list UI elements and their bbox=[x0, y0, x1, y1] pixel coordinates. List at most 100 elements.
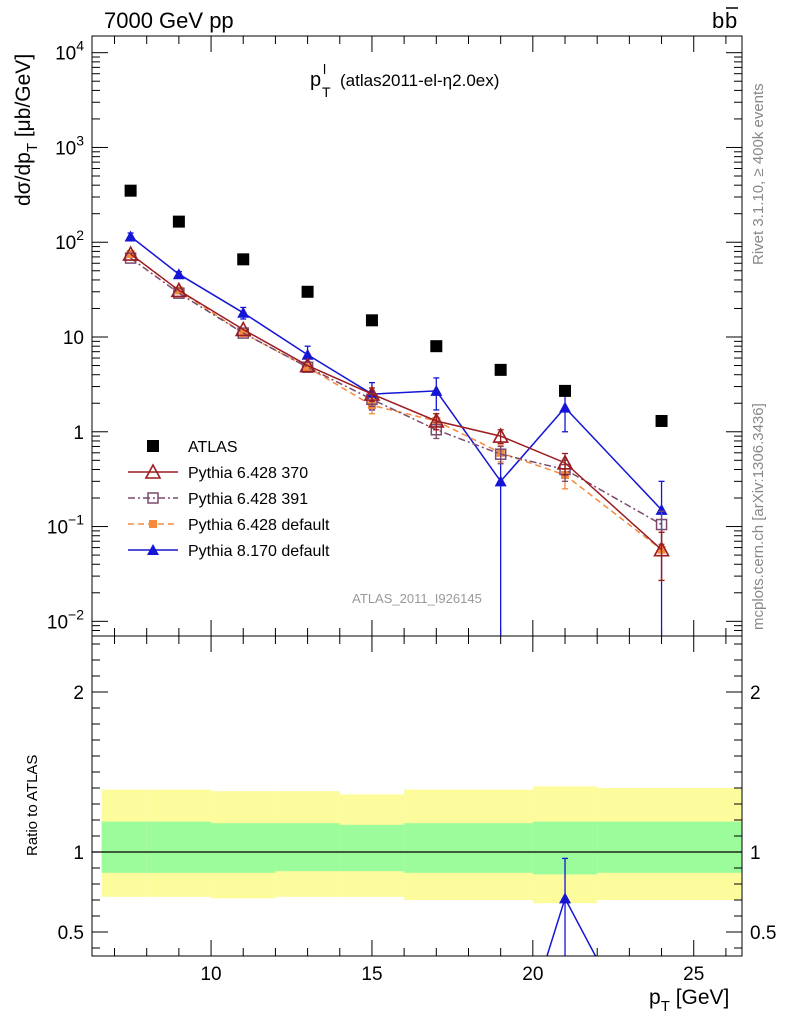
marker-shape bbox=[301, 285, 314, 298]
marker-shape bbox=[234, 320, 252, 337]
y-tick-label: 104 bbox=[55, 38, 84, 65]
legend-label: Pythia 6.428 391 bbox=[188, 491, 308, 508]
marker-shape bbox=[122, 245, 139, 261]
marker-shape bbox=[170, 281, 188, 298]
data-point bbox=[172, 268, 185, 280]
main-plot-series bbox=[122, 184, 670, 636]
data-point bbox=[124, 230, 137, 242]
x-tick-label: 10 bbox=[200, 964, 221, 985]
series-atlas bbox=[124, 184, 668, 427]
data-point bbox=[427, 412, 445, 428]
marker-shape bbox=[655, 518, 668, 531]
y-tick-label: 103 bbox=[55, 132, 84, 159]
legend-entry-py6_370: Pythia 6.428 370 bbox=[128, 463, 308, 482]
marker-shape bbox=[147, 492, 159, 504]
x-axis-label-unit: [GeV] bbox=[670, 986, 730, 1009]
x-axis-label-main: p bbox=[649, 986, 661, 1009]
data-point bbox=[655, 503, 668, 515]
marker-shape bbox=[430, 384, 443, 396]
process-label: b b bbox=[712, 7, 738, 33]
legend-entry-py8_default: Pythia 8.170 default bbox=[128, 543, 330, 560]
data-point bbox=[655, 414, 668, 427]
ratio-point bbox=[559, 892, 572, 904]
y-tick-label: 10−1 bbox=[47, 512, 84, 539]
marker-shape bbox=[559, 384, 572, 397]
legend-label: Pythia 8.170 default bbox=[188, 543, 330, 560]
marker-shape bbox=[237, 306, 250, 318]
data-point bbox=[559, 384, 572, 397]
data-point bbox=[655, 518, 668, 531]
data-point bbox=[172, 215, 185, 228]
legend-marker bbox=[147, 440, 159, 452]
ratio-uncertainty-bands bbox=[101, 786, 742, 904]
title-suffix: (atlas2011-el-η2.0ex) bbox=[340, 71, 499, 90]
marker-shape bbox=[494, 448, 507, 460]
marker-shape bbox=[299, 356, 316, 373]
marker-shape bbox=[492, 427, 510, 443]
marker-shape bbox=[494, 475, 507, 487]
marker-shape bbox=[655, 503, 668, 515]
y-axis-label-sub: T bbox=[24, 143, 41, 152]
ratio-y-tick-label-left: 2 bbox=[73, 683, 84, 704]
marker-shape bbox=[556, 454, 574, 470]
band-inner bbox=[211, 823, 276, 873]
band-inner bbox=[597, 821, 742, 873]
ratio-y-tick-label-right: 1 bbox=[750, 843, 761, 864]
y-tick-label: 1 bbox=[73, 423, 84, 444]
title-main: p bbox=[310, 69, 321, 91]
marker-shape bbox=[124, 230, 137, 242]
legend: ATLAS Pythia 6.428 370 Pythia 6.428 391 Pyt… bbox=[128, 439, 330, 560]
svg-text:dσ/dpT [μb/GeV]: dσ/dpT [μb/GeV] bbox=[12, 54, 41, 206]
data-point bbox=[363, 385, 381, 401]
marker-shape bbox=[172, 215, 185, 228]
marker-shape bbox=[653, 540, 670, 557]
y-tick-label: 10 bbox=[63, 328, 84, 349]
band-inner bbox=[339, 824, 405, 872]
band-inner bbox=[468, 823, 533, 873]
data-point bbox=[124, 184, 137, 197]
y-axis-label-part2: [μb/GeV] bbox=[12, 54, 35, 143]
legend-marker bbox=[147, 492, 159, 504]
legend-marker bbox=[144, 463, 162, 479]
data-point bbox=[494, 475, 507, 487]
legend-label: Pythia 6.428 default bbox=[188, 517, 330, 534]
legend-marker bbox=[147, 544, 159, 555]
svg-text:pT [GeV]: pT [GeV] bbox=[649, 986, 729, 1015]
data-point bbox=[430, 340, 443, 353]
x-tick-label: 15 bbox=[361, 964, 382, 985]
ratio-y-tick-label-left: 1 bbox=[73, 843, 84, 864]
marker-shape bbox=[303, 363, 312, 372]
data-point bbox=[237, 253, 250, 266]
band-inner bbox=[275, 823, 340, 872]
data-point bbox=[301, 348, 314, 360]
band-inner bbox=[101, 821, 147, 873]
title-subscript: T bbox=[322, 84, 331, 100]
data-point bbox=[559, 401, 572, 413]
title-superscript: l bbox=[323, 61, 326, 77]
marker-shape bbox=[301, 348, 314, 360]
marker-shape bbox=[149, 520, 157, 528]
marker-shape bbox=[655, 414, 668, 427]
ratio-plot-series bbox=[546, 857, 597, 956]
marker-shape bbox=[559, 892, 572, 904]
marker-shape bbox=[147, 544, 159, 555]
legend-label: Pythia 6.428 370 bbox=[188, 465, 308, 482]
marker-shape bbox=[427, 412, 445, 428]
marker-shape bbox=[494, 363, 507, 376]
data-point bbox=[126, 250, 135, 259]
plot-title: p l T (atlas2011-el-η2.0ex) bbox=[310, 61, 499, 100]
ratio-axis-label: Ratio to ATLAS bbox=[24, 755, 41, 856]
legend-label: ATLAS bbox=[188, 439, 238, 456]
series-line bbox=[130, 257, 662, 526]
main-plot-axes: 10−2 10−1 1 10 102 103 104 bbox=[47, 36, 742, 637]
y-axis-label-part1: dσ/dp bbox=[12, 152, 35, 206]
data-point bbox=[237, 306, 250, 318]
x-tick-label: 20 bbox=[522, 964, 543, 985]
ratio-series-py8_default bbox=[546, 857, 597, 956]
ratio-y-tick-label-left: 0.5 bbox=[58, 923, 84, 944]
band-inner bbox=[404, 823, 469, 873]
data-point bbox=[494, 448, 507, 460]
marker-shape bbox=[363, 385, 381, 401]
ratio-y-tick-label-right: 0.5 bbox=[750, 923, 776, 944]
